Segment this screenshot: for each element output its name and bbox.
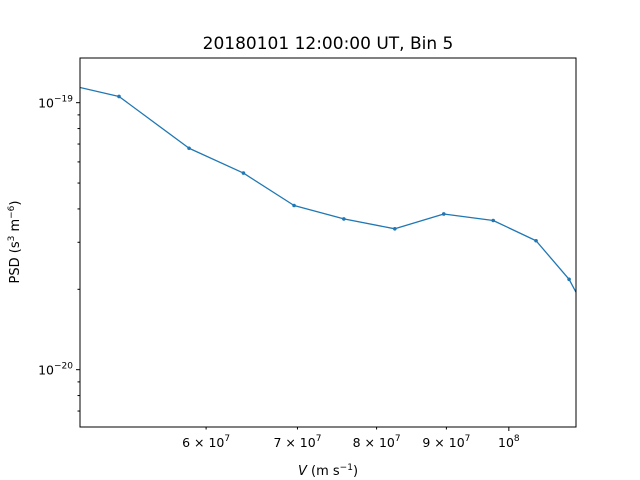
x-tick-label: 7 × 107 bbox=[273, 434, 321, 450]
plot-frame bbox=[79, 57, 577, 428]
x-tick-label: 9 × 107 bbox=[422, 434, 470, 450]
data-point bbox=[393, 227, 397, 231]
plot-area bbox=[80, 86, 576, 293]
y-tick-label: 10−20 bbox=[38, 362, 73, 378]
x-tick-label: 6 × 107 bbox=[182, 434, 230, 450]
x-axis-label: V (m s−1) bbox=[298, 463, 358, 479]
data-point bbox=[117, 94, 121, 99]
x-tick-label: 8 × 107 bbox=[353, 434, 401, 450]
data-point bbox=[241, 171, 246, 175]
axis-ticks: 108 6 × 107 7 × 107 8 × 107 9 × 107 10−19 10−2… bbox=[38, 95, 520, 450]
y-axis-label: PSD (s3 m−6) bbox=[7, 201, 23, 284]
x-tick-label: 108 bbox=[498, 434, 520, 450]
data-point bbox=[292, 203, 296, 208]
y-tick-label: 10−19 bbox=[38, 95, 73, 111]
data-point bbox=[441, 212, 446, 216]
data-point bbox=[187, 146, 191, 151]
data-point bbox=[491, 218, 496, 223]
data-point bbox=[534, 238, 538, 243]
series-line bbox=[80, 86, 576, 293]
data-point bbox=[567, 277, 571, 282]
data-point bbox=[342, 217, 346, 221]
chart-title: 20180101 12:00:00 UT, Bin 5 bbox=[203, 34, 454, 54]
